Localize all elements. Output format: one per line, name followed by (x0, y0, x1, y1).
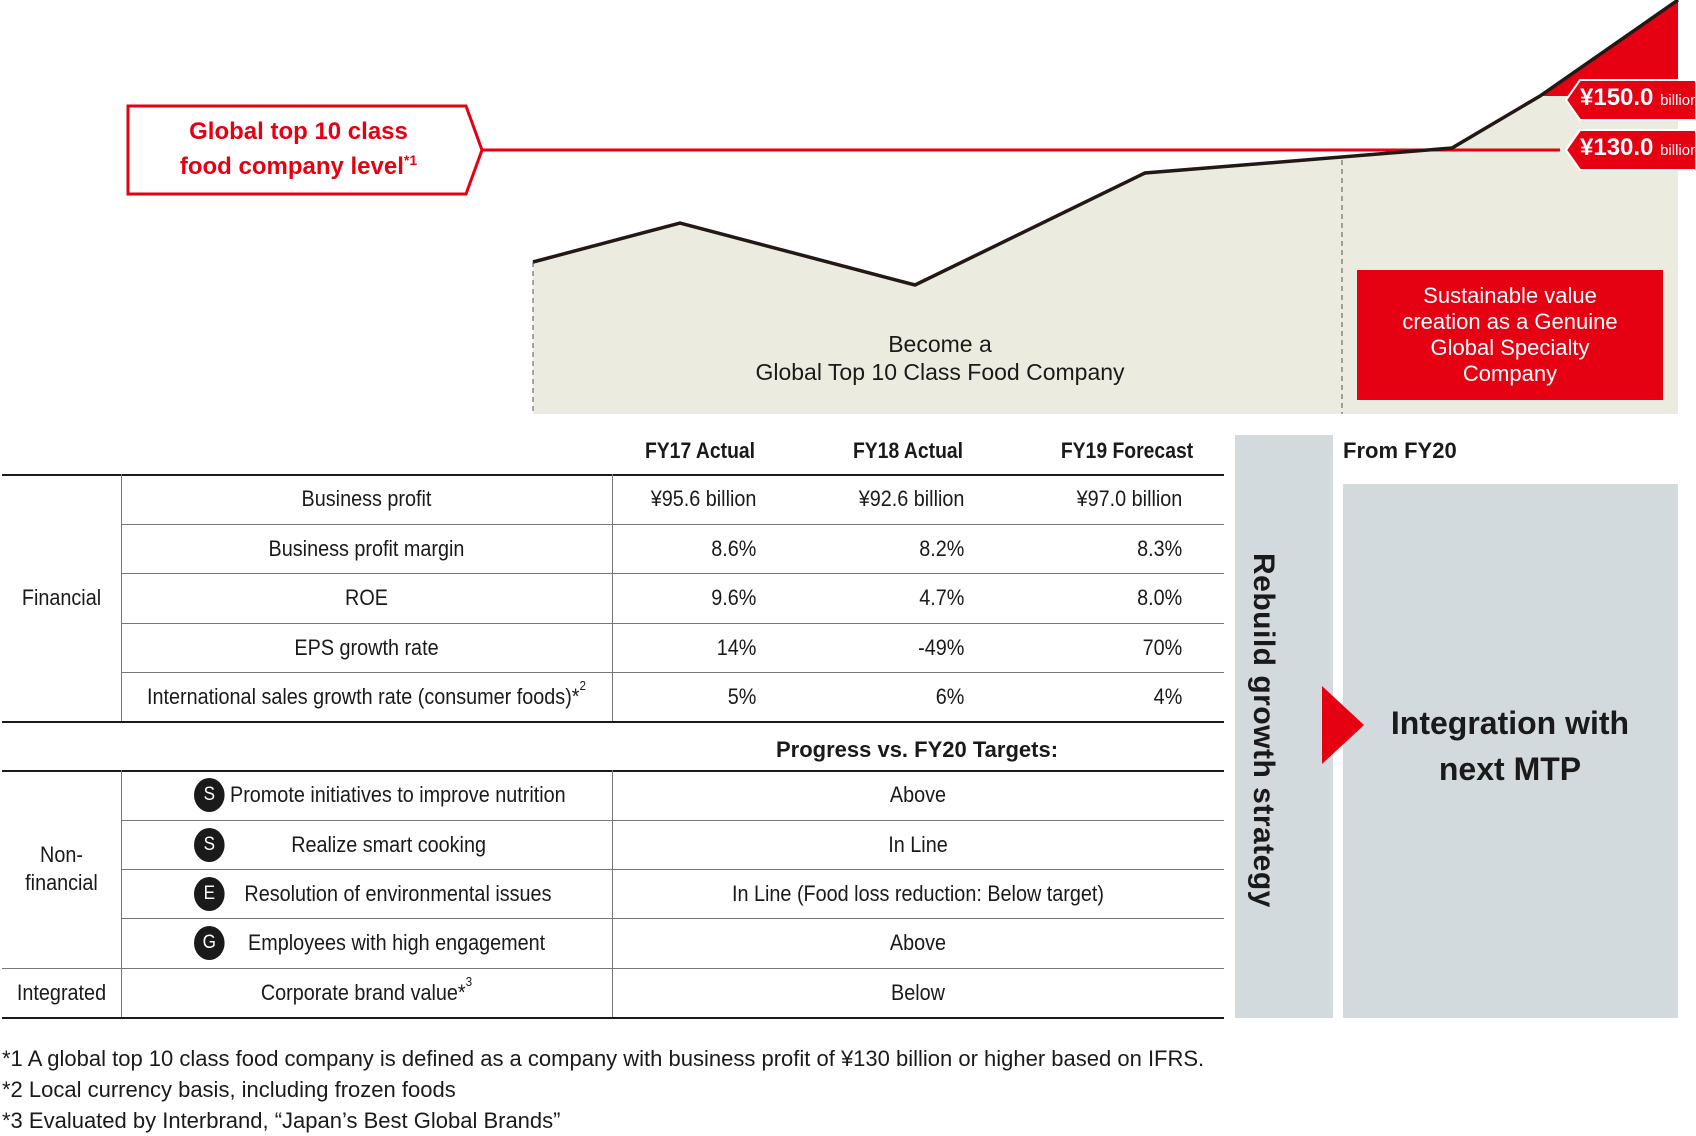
value-fy18-roe: 4.7% (919, 585, 965, 610)
row-label-eps-growth: EPS growth rate (294, 634, 439, 660)
value-fy19-intl: 4% (1153, 683, 1183, 709)
value-fy17-business-profit: ¥95.6 billion (650, 486, 757, 511)
callout-border (126, 104, 484, 196)
tag-130-unit: billion (1660, 142, 1696, 159)
row-rule-4 (121, 672, 1224, 673)
rebuild-panel (1235, 435, 1333, 1018)
value-fy18-eps: -49% (918, 634, 965, 660)
row-label-intl-sales: International sales growth rate (consume… (146, 672, 588, 721)
row-rule-6 (121, 820, 1224, 821)
tag-150-unit: billion (1660, 92, 1696, 109)
group-nonfinancial-line1: Non- (40, 842, 83, 867)
brand-value-status: Below (891, 979, 945, 1005)
group-divider-financial (121, 474, 122, 721)
value-fy17-margin: 8.6% (711, 535, 757, 561)
nf-status-smart-cooking: In Line (888, 831, 948, 857)
callout-line1: Global top 10 class (189, 118, 408, 145)
value-fy19-roe: 8.0% (1137, 585, 1183, 610)
row-label-business-profit: Business profit (301, 486, 432, 511)
group-divider-nonfinancial (121, 770, 122, 1017)
tag-150: ¥150.0 billion (1580, 84, 1696, 112)
row-label-roe: ROE (345, 585, 388, 610)
value-fy17-roe: 9.6% (711, 585, 757, 610)
arrow-right-icon (1322, 686, 1364, 764)
label-divider-nonfinancial (612, 770, 613, 1017)
col-head-fy19: FY19 Forecast (1060, 438, 1194, 463)
from-fy20-label: From FY20 (1343, 438, 1457, 463)
nf-status-nutrition: Above (889, 782, 947, 807)
callout-line2-wrap: food company level*1 (126, 146, 471, 181)
nf-label-engagement: Employees with high engagement (248, 930, 546, 955)
row-label-business-profit-margin: Business profit margin (268, 535, 465, 561)
integration-label: Integration with next MTP (1345, 700, 1675, 792)
nf-label-smart-cooking: Realize smart cooking (291, 831, 486, 857)
value-fy18-margin: 8.2% (919, 535, 965, 561)
value-fy17-eps: 14% (716, 634, 757, 660)
nf-row-environment: E Resolution of environmental issues (194, 869, 590, 918)
value-fy19-eps: 70% (1142, 634, 1183, 660)
become-line1: Become a (888, 331, 992, 357)
footnote-2: *2 Local currency basis, including froze… (2, 1077, 456, 1102)
environment-badge-icon: E (194, 876, 225, 911)
nf-status-environment: In Line (Food loss reduction: Below targ… (731, 880, 1104, 906)
integration-line2: next MTP (1438, 751, 1582, 787)
financial-bottom-rule (2, 721, 1224, 723)
tag-150-shape (1564, 79, 1696, 121)
callout-line2: food company level (179, 153, 404, 180)
row-rule-7 (121, 869, 1224, 870)
row-rule-2 (121, 573, 1224, 574)
footnote-3: *3 Evaluated by Interbrand, “Japan’s Bes… (2, 1108, 561, 1133)
intl-sales-label: International sales growth rate (consume… (146, 683, 580, 709)
intl-sales-note: 2 (579, 678, 587, 693)
nf-label-environment: Resolution of environmental issues (244, 880, 552, 906)
nf-row-nutrition: S Promote initiatives to improve nutriti… (194, 770, 590, 820)
rebuild-label-wrap: Rebuild growth strategy (1237, 553, 1289, 908)
group-nonfinancial: Non- financial (8, 770, 115, 968)
nf-row-engagement: G Employees with high engagement (194, 918, 590, 968)
nf-status-engagement: Above (889, 930, 947, 955)
integration-panel (1343, 484, 1678, 1018)
col-head-fy18: FY18 Actual (852, 438, 964, 463)
tag-130: ¥130.0 billion (1580, 134, 1696, 162)
brand-value-note: 3 (465, 974, 473, 989)
integration-line1: Integration with (1390, 705, 1630, 741)
group-nonfinancial-line2: financial (25, 870, 98, 895)
row-rule-8 (121, 918, 1224, 919)
nonfinancial-top-rule (2, 770, 1224, 772)
tag-150-value: ¥150.0 (1580, 84, 1654, 111)
label-divider-financial (612, 474, 613, 721)
callout-note: *1 (403, 152, 418, 168)
progress-vs-targets-label: Progress vs. FY20 Targets: (775, 737, 1059, 762)
col-head-fy17: FY17 Actual (644, 438, 756, 463)
become-line2: Global Top 10 Class Food Company (755, 359, 1125, 385)
global-top10-callout: Global top 10 class food company level*1 (126, 118, 471, 181)
tag-130-value: ¥130.0 (1580, 134, 1654, 161)
footnote-1: *1 A global top 10 class food company is… (2, 1046, 1205, 1071)
value-fy19-margin: 8.3% (1137, 535, 1183, 561)
value-fy18-intl: 6% (935, 683, 965, 709)
tag-130-shape (1564, 129, 1696, 171)
governance-badge-icon: G (194, 926, 225, 960)
table-top-rule (2, 474, 1224, 476)
row-rule-9 (2, 968, 1224, 969)
rebuild-label: Rebuild growth strategy (1247, 552, 1280, 908)
group-integrated: Integrated (16, 979, 107, 1005)
social-badge-icon: S (194, 827, 225, 862)
brand-value-label: Corporate brand value* (260, 979, 466, 1005)
value-fy17-intl: 5% (727, 683, 757, 709)
sustainable-value-box: Sustainable value creation as a Genuine … (1357, 270, 1663, 400)
value-fy19-business-profit: ¥97.0 billion (1076, 486, 1183, 511)
group-financial: Financial (21, 584, 102, 610)
sustainable-value-text: Sustainable value creation as a Genuine … (1402, 283, 1618, 386)
nf-row-smart-cooking: S Realize smart cooking (194, 820, 590, 869)
table-bottom-rule (2, 1017, 1224, 1019)
row-rule-1 (121, 524, 1224, 525)
social-badge-icon: S (194, 778, 225, 812)
value-fy18-business-profit: ¥92.6 billion (858, 486, 965, 511)
profit-trend-line (532, 0, 1679, 287)
nf-label-nutrition: Promote initiatives to improve nutrition (230, 782, 566, 807)
row-label-brand-value: Corporate brand value* 3 (146, 968, 588, 1017)
become-label: Become a Global Top 10 Class Food Compan… (700, 330, 1180, 386)
row-rule-3 (121, 623, 1224, 624)
